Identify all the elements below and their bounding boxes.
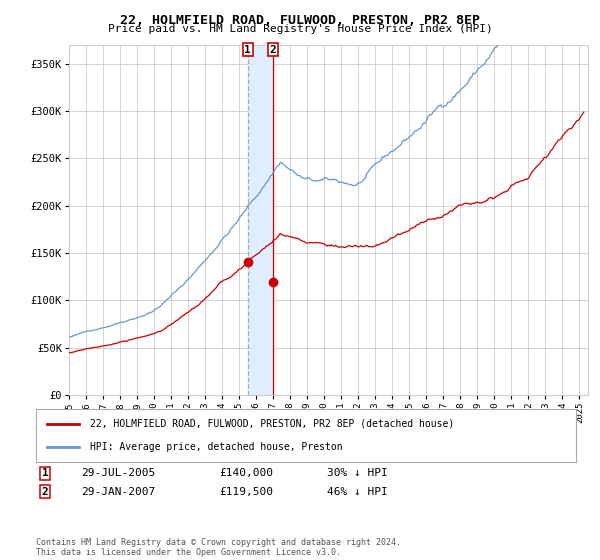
Text: HPI: Average price, detached house, Preston: HPI: Average price, detached house, Pres… [90, 442, 343, 452]
Text: 30% ↓ HPI: 30% ↓ HPI [327, 468, 388, 478]
Text: 1: 1 [244, 45, 251, 55]
Text: 22, HOLMFIELD ROAD, FULWOOD, PRESTON, PR2 8EP (detached house): 22, HOLMFIELD ROAD, FULWOOD, PRESTON, PR… [90, 419, 454, 429]
Text: 1: 1 [41, 468, 49, 478]
Text: £119,500: £119,500 [219, 487, 273, 497]
Text: 22, HOLMFIELD ROAD, FULWOOD, PRESTON, PR2 8EP: 22, HOLMFIELD ROAD, FULWOOD, PRESTON, PR… [120, 14, 480, 27]
Text: £140,000: £140,000 [219, 468, 273, 478]
Text: Price paid vs. HM Land Registry's House Price Index (HPI): Price paid vs. HM Land Registry's House … [107, 24, 493, 34]
Text: 46% ↓ HPI: 46% ↓ HPI [327, 487, 388, 497]
Text: 29-JAN-2007: 29-JAN-2007 [81, 487, 155, 497]
Text: Contains HM Land Registry data © Crown copyright and database right 2024.
This d: Contains HM Land Registry data © Crown c… [36, 538, 401, 557]
Text: 2: 2 [270, 45, 277, 55]
Text: 29-JUL-2005: 29-JUL-2005 [81, 468, 155, 478]
Bar [248, 45, 273, 395]
Text: 2: 2 [41, 487, 49, 497]
